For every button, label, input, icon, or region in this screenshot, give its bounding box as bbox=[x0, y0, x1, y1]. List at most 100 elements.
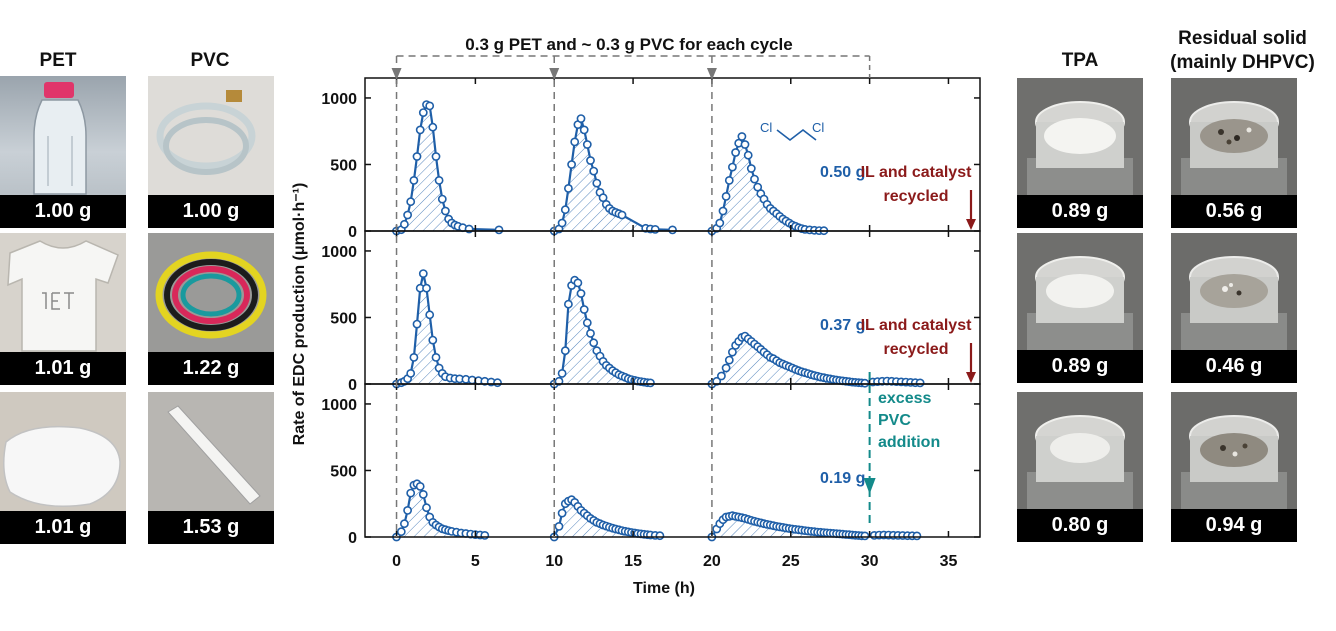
data-point bbox=[431, 152, 441, 161]
recycle-arrowhead bbox=[966, 219, 976, 230]
bottle-picture bbox=[33, 82, 87, 195]
panel-frame-2 bbox=[364, 230, 981, 385]
excess-pvc-annotation: PVC bbox=[878, 412, 911, 429]
data-point bbox=[915, 378, 925, 388]
y-tick-label: 500 bbox=[330, 157, 357, 174]
data-point bbox=[860, 378, 870, 388]
data-point bbox=[560, 346, 570, 356]
pet-mass-3: 1.01 g bbox=[0, 511, 126, 544]
residual-photo-1: 0.56 g bbox=[1171, 78, 1297, 228]
data-point bbox=[412, 319, 422, 329]
y-tick-label: 1000 bbox=[321, 244, 357, 261]
molecule-label-cl: Cl bbox=[812, 120, 824, 135]
pet-photo-pillow: 1.01 g bbox=[0, 392, 126, 544]
data-point bbox=[434, 175, 444, 185]
data-point bbox=[573, 278, 583, 288]
residual-solid-picture bbox=[1181, 101, 1287, 198]
series-line bbox=[396, 273, 498, 386]
edc-molecule-bonds bbox=[776, 128, 817, 142]
x-tick-label: 25 bbox=[782, 553, 800, 570]
data-point bbox=[592, 178, 602, 188]
data-point bbox=[728, 162, 737, 172]
data-point bbox=[668, 225, 677, 235]
data-point bbox=[582, 140, 592, 149]
data-point bbox=[576, 289, 586, 298]
y-tick-label: 500 bbox=[330, 463, 357, 480]
data-point bbox=[557, 218, 567, 228]
data-point bbox=[721, 191, 731, 201]
tube-picture bbox=[156, 90, 256, 175]
data-point bbox=[406, 197, 416, 207]
data-point bbox=[589, 166, 599, 176]
data-point bbox=[718, 206, 728, 216]
data-point bbox=[554, 522, 564, 531]
edc-amount-label: 0.37 g bbox=[820, 317, 865, 334]
data-point bbox=[399, 219, 409, 229]
tpa-powder-picture bbox=[1027, 256, 1133, 353]
data-point bbox=[598, 193, 608, 203]
data-point bbox=[494, 225, 504, 235]
data-point bbox=[554, 376, 564, 386]
data-point bbox=[406, 488, 416, 498]
data-point bbox=[731, 148, 740, 157]
y-tick-label: 500 bbox=[330, 310, 357, 327]
data-point bbox=[403, 505, 412, 515]
pillow-picture bbox=[3, 425, 121, 508]
data-point bbox=[724, 175, 734, 185]
data-point bbox=[480, 531, 490, 540]
residual-mass-3: 0.94 g bbox=[1171, 509, 1297, 542]
data-point bbox=[437, 194, 447, 204]
x-tick-label: 30 bbox=[861, 553, 879, 570]
data-point bbox=[440, 206, 450, 216]
edc-amount-label: 0.19 g bbox=[820, 470, 865, 487]
recycle-annotation: recycled bbox=[884, 341, 949, 358]
pvc-mass-3: 1.53 g bbox=[148, 511, 274, 544]
data-point bbox=[564, 183, 573, 193]
data-point bbox=[737, 132, 747, 141]
data-point bbox=[415, 481, 425, 491]
tpa-mass-3: 0.80 g bbox=[1017, 509, 1143, 542]
tpa-mass-1: 0.89 g bbox=[1017, 195, 1143, 228]
molecule-label-cl: Cl bbox=[760, 120, 772, 135]
residual-header-line2: (mainly DHPVC) bbox=[1170, 52, 1315, 73]
excess-pvc-annotation: addition bbox=[878, 434, 940, 451]
data-point bbox=[579, 305, 589, 314]
cycle-arrowhead bbox=[391, 68, 402, 80]
data-point bbox=[650, 224, 660, 234]
excess-pvc-annotation: excess bbox=[878, 390, 931, 407]
data-point bbox=[425, 101, 435, 111]
data-point bbox=[586, 156, 595, 165]
x-tick-label: 10 bbox=[545, 553, 563, 570]
data-point bbox=[418, 108, 428, 117]
data-point bbox=[403, 210, 412, 220]
data-point bbox=[586, 328, 595, 338]
residual-solid-picture bbox=[1181, 415, 1287, 512]
data-point bbox=[425, 310, 435, 320]
edc-amount-label: 0.50 g bbox=[820, 164, 865, 181]
data-point bbox=[740, 140, 750, 149]
y-tick-label: 0 bbox=[348, 377, 357, 394]
tpa-photo-3: 0.80 g bbox=[1017, 392, 1143, 542]
tpa-powder-picture bbox=[1027, 101, 1133, 198]
x-tick-label: 20 bbox=[703, 553, 721, 570]
shirt-picture bbox=[7, 240, 119, 352]
series-hatch-area bbox=[396, 273, 498, 384]
residual-header-line1: Residual solid bbox=[1178, 28, 1307, 49]
data-point bbox=[655, 531, 665, 541]
pvc-photo-cables: 1.22 g bbox=[148, 233, 274, 385]
data-point bbox=[428, 122, 438, 132]
data-point bbox=[617, 210, 627, 220]
panel-frame-3 bbox=[364, 383, 981, 538]
data-point bbox=[396, 527, 406, 537]
data-point bbox=[560, 205, 570, 215]
pipe-picture bbox=[167, 405, 261, 505]
data-point bbox=[409, 352, 419, 362]
data-point bbox=[557, 508, 567, 518]
data-point bbox=[860, 531, 870, 541]
data-point bbox=[743, 150, 753, 160]
data-point bbox=[399, 519, 409, 529]
pvc-header: PVC bbox=[190, 50, 230, 71]
pet-photo-shirt: 1.01 g bbox=[0, 233, 126, 385]
excess-pvc-arrowhead bbox=[863, 478, 876, 494]
